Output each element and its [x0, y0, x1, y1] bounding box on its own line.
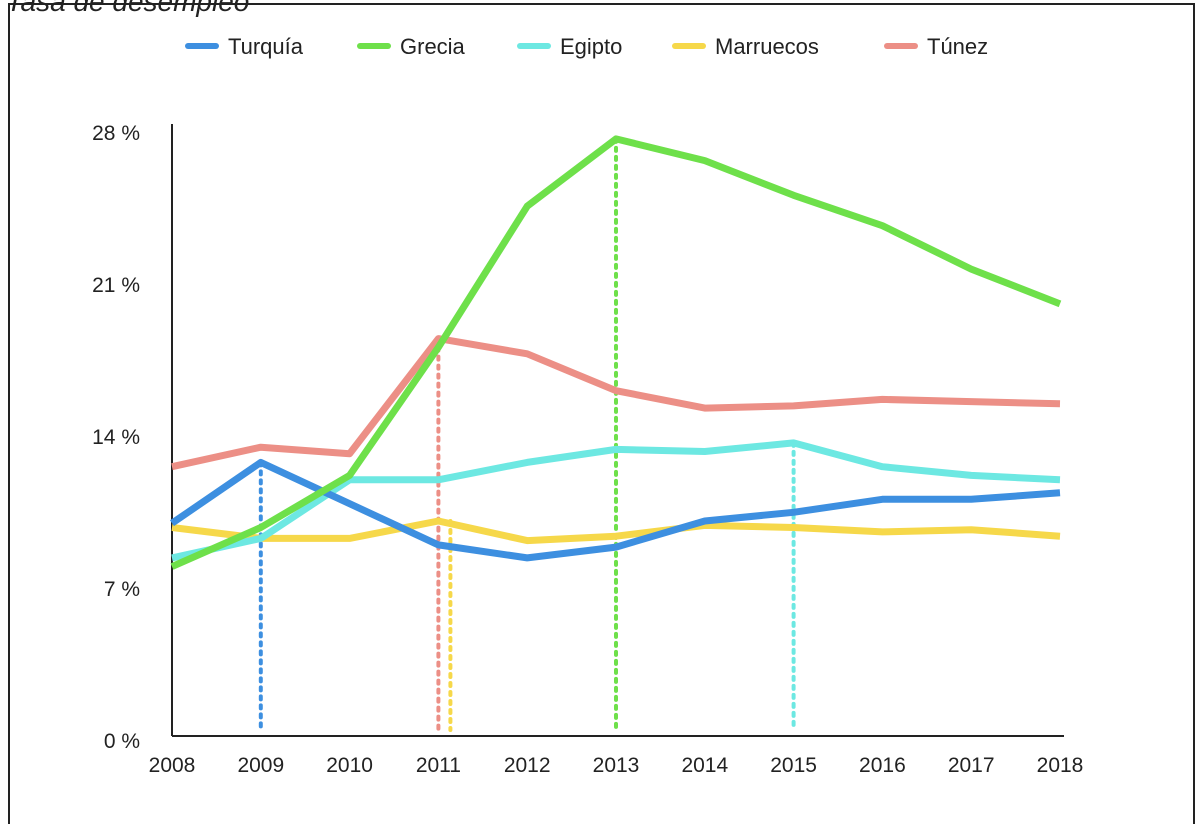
y-tick-label: 7 % — [104, 578, 140, 601]
x-tick-label: 2010 — [326, 754, 373, 777]
series-line-egipto — [171, 439, 1061, 562]
y-axis: 0 % 7 % 14 % 21 % 28 % — [92, 122, 173, 753]
y-tick-label: 0 % — [104, 730, 140, 753]
legend: Turquía Grecia Egipto Marruecos Túnez — [185, 34, 988, 59]
x-tick-label: 2008 — [149, 754, 196, 777]
legend-item: Turquía — [185, 34, 304, 59]
series-lines — [170, 135, 1062, 570]
peak-markers — [258, 136, 796, 732]
x-tick-label: 2014 — [681, 754, 728, 777]
y-tick-label: 28 % — [92, 122, 140, 145]
x-tick-label: 2013 — [593, 754, 640, 777]
legend-item: Egipto — [517, 34, 622, 59]
y-tick-label: 21 % — [92, 274, 140, 297]
x-tick-label: 2018 — [1037, 754, 1084, 777]
x-tick-label: 2009 — [237, 754, 284, 777]
x-tick-label: 2016 — [859, 754, 906, 777]
x-axis: 2008 2009 2010 2011 2012 2013 2014 2015 2016 2017… — [149, 735, 1084, 777]
legend-label: Grecia — [400, 34, 466, 59]
series-line-grecia — [170, 135, 1062, 570]
legend-label: Egipto — [560, 34, 622, 59]
y-tick-label: 14 % — [92, 426, 140, 449]
chart-frame — [8, 3, 1195, 824]
legend-item: Túnez — [884, 34, 988, 59]
series-line-túnez — [171, 335, 1061, 471]
legend-label: Túnez — [927, 34, 988, 59]
x-tick-label: 2012 — [504, 754, 551, 777]
x-tick-label: 2011 — [416, 754, 461, 777]
series-line-marruecos — [171, 517, 1061, 545]
x-tick-label: 2017 — [948, 754, 995, 777]
x-tick-label: 2015 — [770, 754, 817, 777]
legend-label: Marruecos — [715, 34, 819, 59]
legend-label: Turquía — [228, 34, 304, 59]
legend-item: Grecia — [357, 34, 466, 59]
legend-item: Marruecos — [672, 34, 819, 59]
